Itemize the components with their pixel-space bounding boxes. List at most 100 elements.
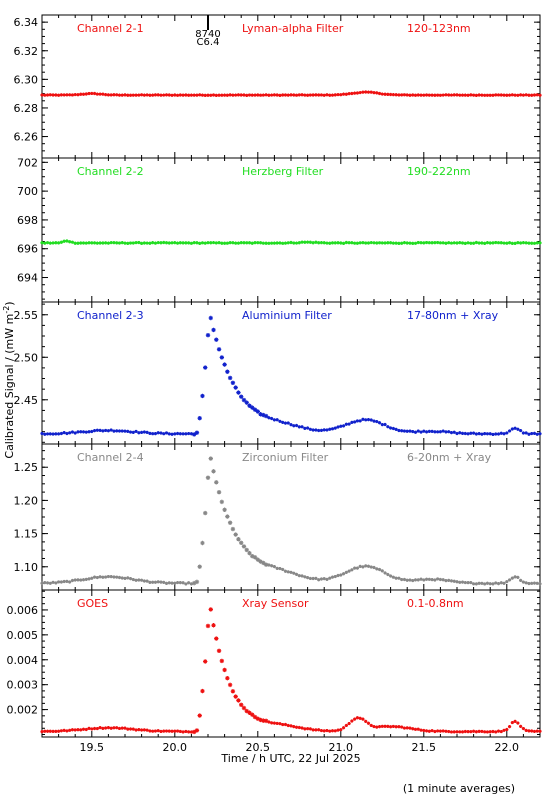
data-point [333, 574, 337, 579]
data-point [242, 241, 246, 245]
data-point [372, 565, 376, 570]
data-point [267, 720, 271, 724]
data-point [505, 93, 509, 97]
data-point [524, 728, 528, 732]
data-point [496, 729, 501, 733]
data-point [244, 708, 249, 714]
data-point [261, 93, 265, 97]
data-point [255, 557, 260, 562]
data-point [532, 431, 537, 435]
data-point [275, 418, 279, 422]
data-point [438, 430, 442, 434]
panel-channel-label: Channel 2-2 [77, 165, 144, 178]
data-point [366, 418, 371, 422]
data-point [449, 730, 454, 734]
data-point [181, 93, 185, 97]
data-point [281, 722, 285, 727]
data-point [225, 514, 230, 519]
data-point [134, 93, 138, 97]
data-point [389, 725, 393, 729]
data-point [372, 724, 376, 729]
panel-channel-label: Channel 2-4 [77, 451, 144, 464]
data-point [535, 581, 539, 585]
data-point [68, 240, 72, 244]
data-point [438, 241, 443, 245]
data-point [216, 490, 222, 495]
data-point [369, 723, 373, 728]
data-point [353, 420, 357, 424]
data-point [278, 241, 282, 245]
data-point [397, 725, 401, 729]
data-point [142, 430, 146, 434]
y-tick-label: 700 [17, 185, 38, 198]
data-point [106, 574, 110, 579]
data-point [76, 241, 80, 245]
data-point [225, 369, 230, 374]
data-point [322, 577, 326, 581]
data-point [347, 91, 351, 96]
data-point [162, 729, 166, 733]
data-point [194, 728, 200, 733]
data-point [76, 578, 80, 582]
data-point [311, 576, 315, 581]
data-point [115, 429, 119, 433]
data-point [496, 241, 501, 245]
data-point [264, 93, 268, 97]
data-point [261, 560, 266, 566]
data-point [139, 93, 144, 97]
data-point [502, 241, 506, 245]
data-point [148, 729, 152, 733]
data-point [347, 241, 351, 245]
data-point [535, 93, 539, 97]
data-point [87, 241, 91, 245]
data-point [275, 241, 279, 245]
data-point [211, 93, 216, 97]
data-point [513, 719, 517, 724]
data-point [413, 578, 418, 582]
data-point [519, 578, 523, 583]
data-point [311, 428, 315, 432]
data-point [255, 409, 260, 414]
data-point [447, 93, 451, 97]
data-point [422, 93, 426, 97]
data-point [59, 93, 63, 97]
data-point [214, 241, 218, 245]
data-point [76, 430, 80, 434]
data-point [139, 241, 144, 245]
data-point [510, 241, 514, 245]
data-point [81, 578, 86, 582]
data-point [187, 93, 191, 97]
data-point [227, 375, 233, 381]
data-point [469, 431, 473, 435]
data-point [98, 241, 102, 245]
data-point [40, 431, 44, 436]
data-point [306, 727, 310, 731]
data-point [187, 431, 191, 436]
data-point [159, 241, 163, 245]
data-point [319, 428, 324, 432]
data-point [314, 240, 318, 244]
data-point [43, 241, 47, 245]
data-point [123, 429, 127, 433]
data-point [516, 575, 520, 579]
data-point [227, 520, 233, 525]
data-point [294, 423, 299, 428]
data-point [241, 544, 247, 549]
data-point [485, 93, 490, 97]
data-point [267, 241, 271, 245]
data-point [205, 623, 211, 629]
data-point [513, 575, 517, 579]
data-point [134, 240, 138, 245]
data-point [131, 241, 135, 245]
data-point [361, 240, 365, 245]
data-point [294, 241, 299, 245]
data-point [211, 623, 216, 628]
data-point [408, 578, 412, 582]
data-point [441, 429, 445, 433]
data-point [538, 582, 542, 586]
data-point [483, 431, 487, 436]
data-point [206, 241, 210, 245]
data-point [145, 241, 149, 245]
data-point [142, 93, 146, 97]
data-point [308, 427, 312, 431]
